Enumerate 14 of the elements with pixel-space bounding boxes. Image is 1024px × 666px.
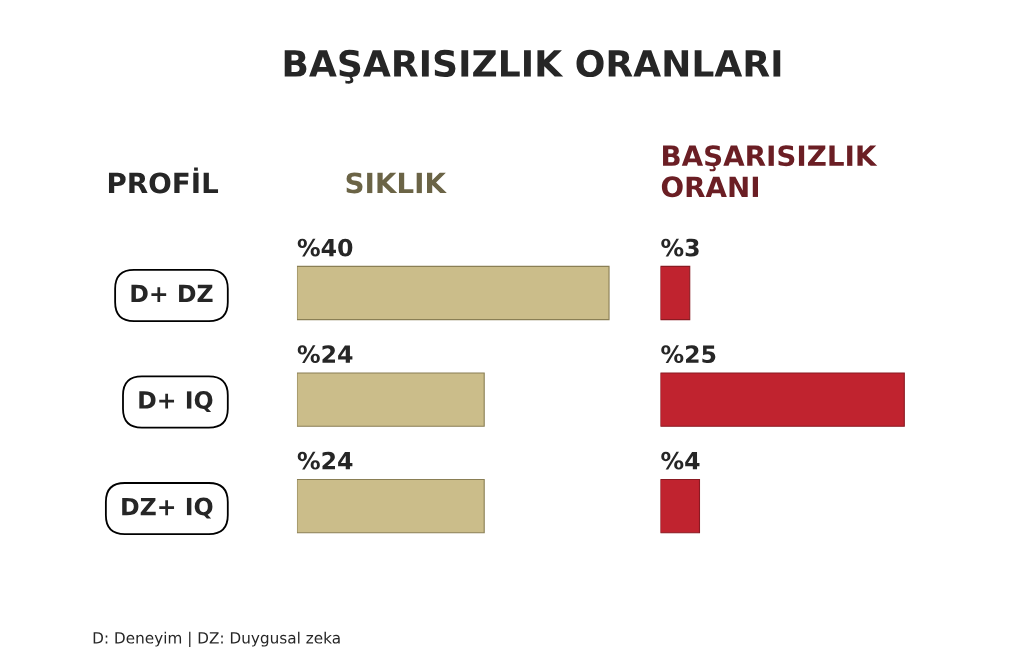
y-tick-label: DZ+ IQ: [122, 497, 213, 519]
chart-subtitle: SIKLIK: [346, 172, 447, 194]
y-tick-label: D+ DZ: [131, 284, 213, 303]
y-axis-title: PROFİL: [108, 167, 219, 194]
data-label: %24: [297, 451, 353, 470]
y-tick-label: D+ IQ: [139, 391, 213, 413]
data-label: %3: [661, 238, 699, 257]
text: D: Deneyim | DZ: Duygusal zeka: [93, 631, 340, 647]
chart-subtitle: BAŞARISIZLIK ORANI: [661, 145, 878, 198]
chart-title: BAŞARISIZLIK ORANLARI: [284, 49, 781, 84]
data-label: %24: [297, 345, 353, 364]
data-label: %40: [297, 238, 353, 257]
data-label: %25: [661, 345, 716, 364]
data-label: %4: [661, 451, 700, 470]
